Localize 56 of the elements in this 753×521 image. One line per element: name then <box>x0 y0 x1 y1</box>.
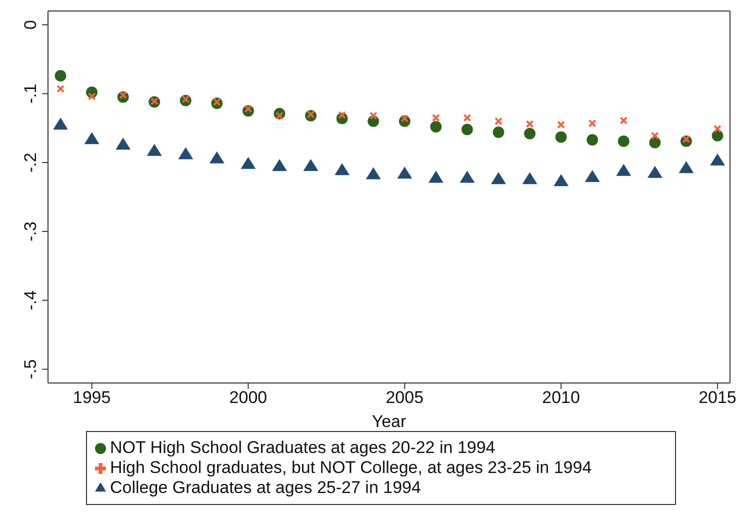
point <box>178 147 194 160</box>
y-tick-label: -.2 <box>21 152 40 172</box>
point <box>463 114 472 122</box>
point <box>492 126 505 138</box>
point <box>647 166 662 178</box>
point <box>366 167 381 180</box>
point <box>460 170 475 183</box>
point <box>617 134 630 148</box>
point <box>272 159 288 171</box>
point <box>524 127 536 140</box>
x-tick-label: 2000 <box>229 388 268 408</box>
point <box>369 112 378 120</box>
point <box>678 161 694 174</box>
point <box>209 151 224 164</box>
point <box>620 116 628 125</box>
y-tick-label: -.4 <box>21 290 40 310</box>
x-tick-label: 2005 <box>386 388 424 408</box>
point <box>56 84 65 93</box>
x-axis-title: Year <box>372 412 407 431</box>
point <box>713 124 722 133</box>
point <box>432 114 440 122</box>
point <box>240 156 256 169</box>
point <box>586 134 599 146</box>
point <box>303 159 318 171</box>
point <box>557 120 566 129</box>
point <box>710 153 725 166</box>
x-tick-label: 2010 <box>542 388 580 408</box>
legend-label: High School graduates, but NOT College, at ages 23-25 in 1994 <box>110 458 592 477</box>
point <box>522 172 538 184</box>
point <box>526 120 534 128</box>
legend-label: College Graduates at ages 25-27 in 1994 <box>110 478 421 497</box>
point <box>584 170 600 182</box>
y-tick-label: -.3 <box>21 222 40 242</box>
point <box>494 117 502 126</box>
point <box>334 163 350 176</box>
point <box>554 174 569 186</box>
point <box>84 132 100 144</box>
point <box>430 120 442 133</box>
point <box>54 70 67 82</box>
y-tick-label: -.5 <box>21 359 40 380</box>
point <box>588 119 596 128</box>
point <box>616 164 632 176</box>
point <box>428 170 444 183</box>
y-tick-label: -.1 <box>21 84 40 104</box>
point <box>116 138 131 150</box>
point <box>397 166 412 179</box>
point <box>460 123 474 136</box>
legend-label: NOT High School Graduates at ages 20-22 in 1994 <box>110 438 496 457</box>
x-tick-label: 2015 <box>698 388 736 408</box>
point <box>554 130 568 144</box>
y-tick-label: 0 <box>21 20 40 30</box>
point <box>650 132 659 140</box>
x-tick-label: 1995 <box>72 388 111 408</box>
point <box>53 118 68 130</box>
point <box>490 172 506 184</box>
point <box>146 144 162 156</box>
